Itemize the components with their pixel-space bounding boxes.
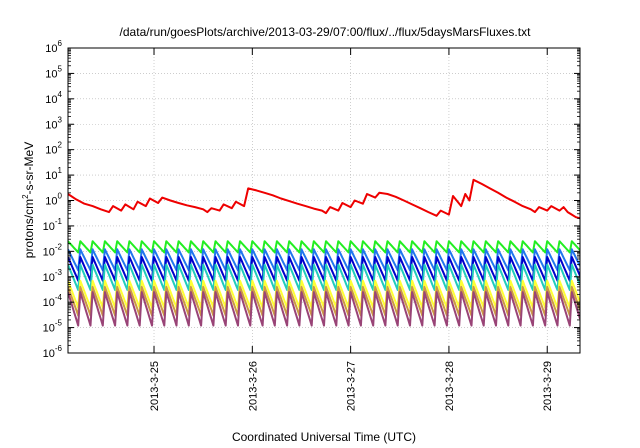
series-line-1 [68, 178, 580, 220]
y-tick-label: 10-4 [43, 293, 63, 309]
y-tick-label: 10-2 [43, 242, 63, 258]
x-axis-ticks: 2013-3-25 2013-3-26 2013-3-27 2013-3-28 2013… [149, 48, 554, 411]
x-tick-label: 2013-3-25 [149, 361, 161, 411]
series-line-8 [68, 291, 580, 327]
y-tick-label: 105 [45, 64, 62, 80]
y-tick-label: 10-1 [43, 217, 63, 233]
y-tick-label: 102 [45, 141, 62, 157]
x-axis-label: Coordinated Universal Time (UTC) [232, 430, 416, 444]
y-axis-ticks: 10-6 10-5 10-4 10-3 10-2 10-1 100 101 102 103 104 1… [43, 39, 580, 360]
y-tick-label: 100 [45, 192, 62, 208]
y-tick-label: 103 [45, 115, 62, 131]
x-tick-label: 2013-3-27 [346, 361, 358, 411]
y-axis-label-post: -s-sr-MeV [22, 142, 36, 195]
x-tick-label: 2013-3-28 [444, 361, 456, 411]
chart-title: /data/run/goesPlots/archive/2013-03-29/0… [120, 25, 532, 39]
y-tick-label: 10-6 [43, 344, 63, 360]
y-axis-label-pre: protons/cm [22, 199, 36, 258]
y-axis-label-sup: 2 [21, 194, 30, 199]
series-line-5 [68, 263, 580, 291]
y-tick-label: 10-3 [43, 268, 63, 284]
x-tick-label: 2013-3-26 [247, 361, 259, 411]
y-tick-label: 104 [45, 90, 62, 106]
y-tick-label: 10-5 [43, 319, 63, 335]
y-tick-label: 101 [45, 166, 62, 182]
x-tick-label: 2013-3-29 [542, 361, 554, 411]
series-group [68, 178, 580, 327]
y-tick-label: 106 [45, 39, 62, 55]
series-line-2 [68, 240, 580, 254]
y-axis-label: protons/cm2-s-sr-MeV [21, 142, 36, 258]
